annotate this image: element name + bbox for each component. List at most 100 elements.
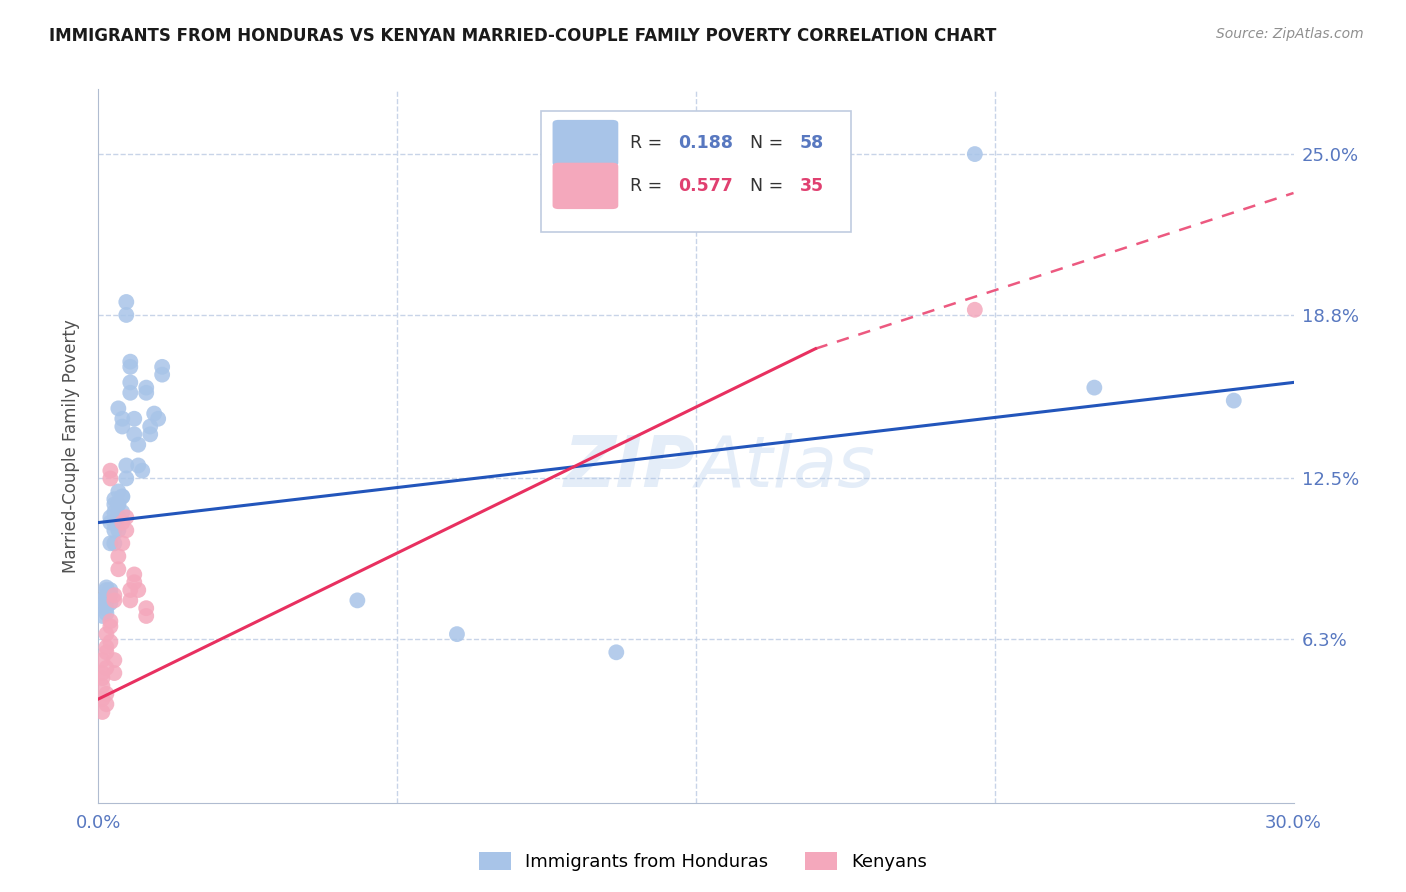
Point <box>103 653 125 667</box>
Point <box>103 516 125 530</box>
Point <box>103 588 125 602</box>
Point <box>96 588 118 602</box>
Point <box>150 359 173 374</box>
Point <box>91 671 114 685</box>
Point <box>98 614 122 628</box>
Text: 58: 58 <box>800 134 824 152</box>
Point <box>1083 381 1105 395</box>
Point <box>96 593 118 607</box>
Point <box>96 661 118 675</box>
Point <box>103 505 125 519</box>
FancyBboxPatch shape <box>553 162 619 209</box>
Point <box>115 295 138 310</box>
Point <box>96 581 118 595</box>
Point <box>135 601 157 615</box>
FancyBboxPatch shape <box>541 111 852 232</box>
Point <box>107 510 129 524</box>
Point <box>103 492 125 507</box>
Point <box>98 596 122 610</box>
Point <box>120 359 142 374</box>
Text: N =: N = <box>749 177 789 194</box>
Point <box>91 666 114 681</box>
Point <box>103 666 125 681</box>
Point <box>111 411 134 425</box>
Point <box>963 302 986 317</box>
Point <box>120 593 142 607</box>
Text: 0.188: 0.188 <box>678 134 733 152</box>
Point <box>120 582 142 597</box>
Point <box>135 381 157 395</box>
Point <box>446 627 468 641</box>
Text: Source: ZipAtlas.com: Source: ZipAtlas.com <box>1216 27 1364 41</box>
Point <box>98 582 122 597</box>
Point <box>115 524 138 538</box>
Point <box>107 562 129 576</box>
Point <box>91 593 114 607</box>
Point <box>124 427 146 442</box>
Text: ZIP: ZIP <box>564 433 696 502</box>
Point <box>115 510 138 524</box>
Point <box>91 692 114 706</box>
Point <box>124 575 146 590</box>
Point <box>96 582 118 597</box>
Point <box>111 490 134 504</box>
Point <box>131 464 153 478</box>
Point <box>96 627 118 641</box>
Point <box>120 354 142 368</box>
Legend: Immigrants from Honduras, Kenyans: Immigrants from Honduras, Kenyans <box>471 845 935 879</box>
Point <box>111 536 134 550</box>
Point <box>107 524 129 538</box>
Point <box>963 147 986 161</box>
Point <box>143 407 166 421</box>
Point <box>91 609 114 624</box>
Point <box>120 385 142 400</box>
Text: R =: R = <box>630 177 668 194</box>
Point <box>91 679 114 693</box>
Point <box>91 599 114 613</box>
Point <box>103 536 125 550</box>
Point <box>115 471 138 485</box>
Point <box>124 567 146 582</box>
Text: N =: N = <box>749 134 789 152</box>
Point <box>150 368 173 382</box>
Point <box>98 471 122 485</box>
Point <box>1223 393 1246 408</box>
Point <box>91 653 114 667</box>
Text: 0.577: 0.577 <box>678 177 733 194</box>
Point <box>127 458 149 473</box>
Point <box>148 411 170 425</box>
Point <box>107 401 129 416</box>
Text: 35: 35 <box>800 177 824 194</box>
Point <box>115 308 138 322</box>
Point <box>103 593 125 607</box>
Point <box>111 419 134 434</box>
Point <box>98 516 122 530</box>
Point <box>107 549 129 564</box>
Point <box>605 645 627 659</box>
Point <box>98 510 122 524</box>
Point <box>96 687 118 701</box>
Point <box>96 640 118 654</box>
Point <box>139 419 162 434</box>
Point <box>107 497 129 511</box>
Point <box>135 385 157 400</box>
Text: Atlas: Atlas <box>696 433 876 502</box>
Point <box>103 497 125 511</box>
Y-axis label: Married-Couple Family Poverty: Married-Couple Family Poverty <box>62 319 80 573</box>
Point <box>98 619 122 633</box>
Point <box>98 464 122 478</box>
Point <box>124 411 146 425</box>
Point <box>111 516 134 530</box>
Point <box>98 536 122 550</box>
Point <box>103 524 125 538</box>
Point <box>107 497 129 511</box>
Point <box>107 484 129 499</box>
Point <box>96 607 118 621</box>
Point <box>96 645 118 659</box>
Point <box>96 601 118 615</box>
Point <box>91 705 114 719</box>
Point <box>111 505 134 519</box>
Text: IMMIGRANTS FROM HONDURAS VS KENYAN MARRIED-COUPLE FAMILY POVERTY CORRELATION CHA: IMMIGRANTS FROM HONDURAS VS KENYAN MARRI… <box>49 27 997 45</box>
FancyBboxPatch shape <box>553 120 619 166</box>
Point <box>127 582 149 597</box>
